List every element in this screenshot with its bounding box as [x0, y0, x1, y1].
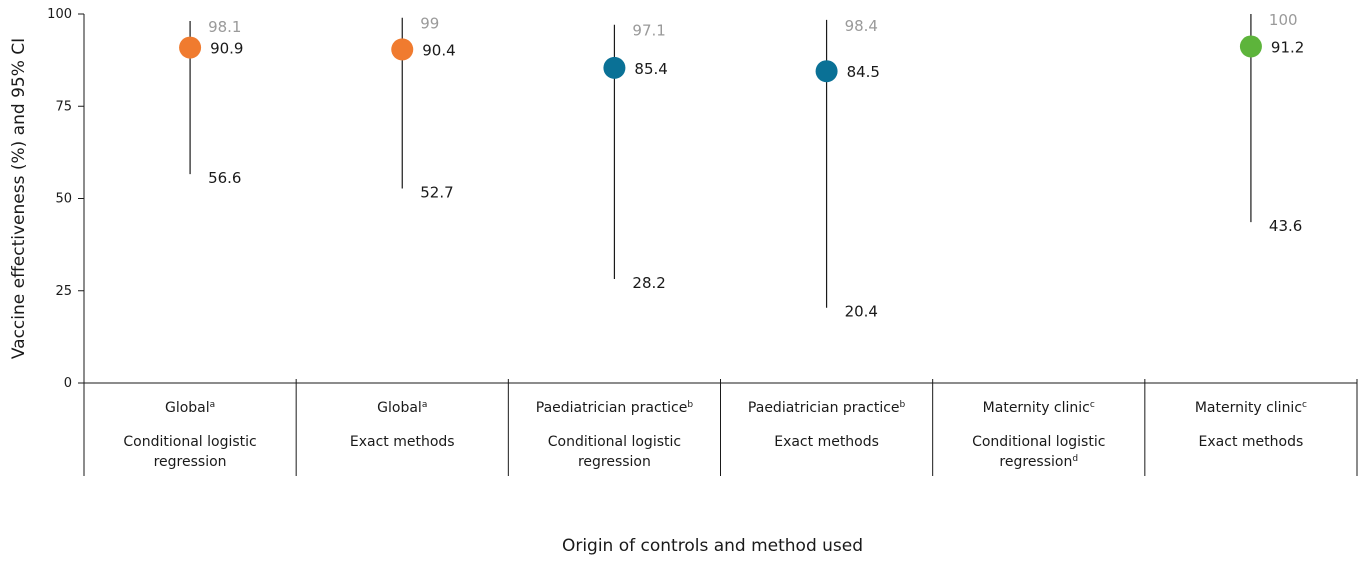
- category-group-footnote: a: [422, 400, 428, 410]
- point-marker: [179, 36, 202, 59]
- category-group-footnote: c: [1090, 400, 1095, 410]
- point-value-label: 91.2: [1271, 38, 1304, 56]
- category-group-text: Paediatrician practice: [748, 400, 900, 416]
- category-method-label: Exact methods: [774, 434, 879, 450]
- point-marker: [603, 56, 626, 79]
- category-method-label: Exact methods: [350, 434, 455, 450]
- y-tick-label: 75: [55, 99, 72, 114]
- ci-upper-label: 100: [1269, 11, 1298, 29]
- category-group-label: Maternity clinicc: [1195, 400, 1307, 416]
- ci-lower-label: 20.4: [845, 303, 878, 321]
- category-method-text: Exact methods: [350, 434, 455, 450]
- point-value-label: 90.4: [422, 41, 455, 59]
- category-group-footnote: b: [900, 400, 906, 410]
- category-method-label: regressiond: [999, 454, 1078, 470]
- point-marker: [1239, 35, 1262, 58]
- category-method-text: regression: [999, 454, 1072, 470]
- y-tick-label: 50: [55, 192, 72, 207]
- ci-lower-label: 52.7: [420, 184, 453, 202]
- category-method-text: Exact methods: [774, 434, 879, 450]
- category-method-text: Conditional logistic: [123, 434, 256, 450]
- category-method-text: regression: [154, 454, 227, 470]
- category-group-label: Maternity clinicc: [983, 400, 1095, 416]
- category-method-label: regression: [154, 454, 227, 470]
- category-group-text: Global: [377, 400, 422, 416]
- category-method-label: regression: [578, 454, 651, 470]
- category-group-footnote: c: [1302, 400, 1307, 410]
- ci-upper-label: 98.4: [845, 17, 878, 35]
- category-group-label: Globala: [377, 400, 427, 416]
- category-method-label: Conditional logistic: [123, 434, 256, 450]
- ci-lower-label: 28.2: [632, 274, 665, 292]
- ci-lower-label: 43.6: [1269, 217, 1302, 235]
- category-group-label: Paediatrician practiceb: [536, 400, 694, 416]
- category-group-footnote: a: [210, 400, 216, 410]
- category-group-label: Globala: [165, 400, 215, 416]
- point-value-label: 90.9: [210, 40, 243, 58]
- category-group-label: Paediatrician practiceb: [748, 400, 906, 416]
- category-method-text: Conditional logistic: [972, 434, 1105, 450]
- category-method-label: Conditional logistic: [548, 434, 681, 450]
- category-method-footnote: d: [1072, 454, 1078, 464]
- category-method-text: Exact methods: [1199, 434, 1304, 450]
- category-group-footnote: b: [687, 400, 693, 410]
- ci-upper-label: 97.1: [632, 22, 665, 40]
- category-group-text: Maternity clinic: [983, 400, 1090, 416]
- y-tick-label: 100: [47, 7, 72, 22]
- category-group-text: Global: [165, 400, 210, 416]
- y-axis-title: Vaccine effectiveness (%) and 95% CI: [9, 38, 29, 359]
- category-group-text: Paediatrician practice: [536, 400, 688, 416]
- y-tick-label: 0: [64, 376, 72, 391]
- ci-lower-label: 56.6: [208, 169, 241, 187]
- category-method-label: Exact methods: [1199, 434, 1304, 450]
- point-marker: [391, 38, 414, 61]
- category-method-text: regression: [578, 454, 651, 470]
- ci-upper-label: 99: [420, 15, 439, 33]
- y-tick-label: 25: [55, 284, 72, 299]
- ci-upper-label: 98.1: [208, 18, 241, 36]
- category-group-text: Maternity clinic: [1195, 400, 1302, 416]
- category-method-label: Conditional logistic: [972, 434, 1105, 450]
- category-method-text: Conditional logistic: [548, 434, 681, 450]
- point-value-label: 84.5: [847, 63, 880, 81]
- point-value-label: 85.4: [634, 60, 667, 78]
- x-axis-title: Origin of controls and method used: [562, 536, 863, 556]
- point-marker: [815, 60, 838, 83]
